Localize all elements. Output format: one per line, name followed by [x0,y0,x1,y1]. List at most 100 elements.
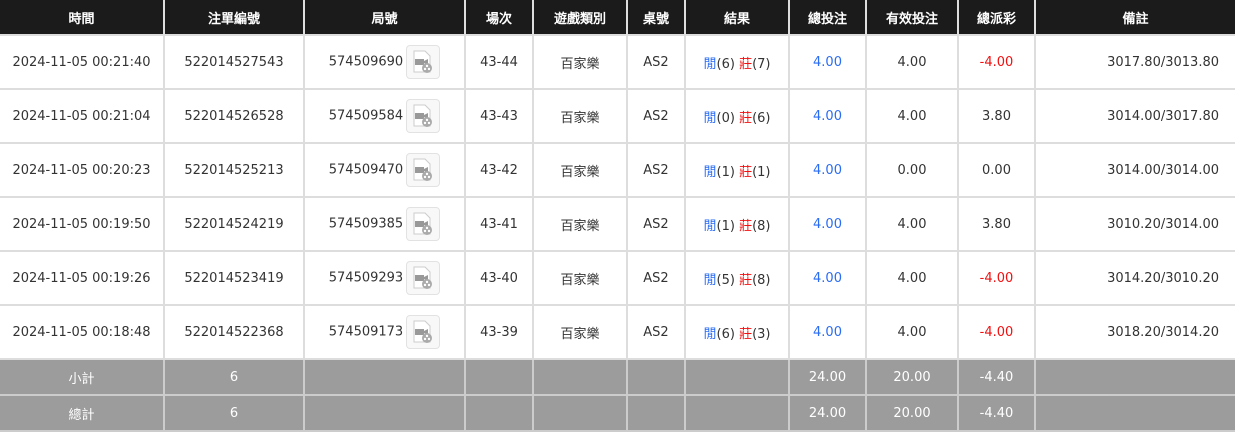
result-cell: 閒(1) 莊(1) [684,142,790,198]
result-cell: 閒(1) 莊(8) [684,196,790,252]
table-row: 2024-11-05 00:19:50 522014524219 5745093… [0,196,1235,252]
valid-bet-cell: 4.00 [865,304,959,360]
round-number: 574509385 [328,216,404,232]
round-number: 574509584 [328,108,404,124]
bet-id-cell: 522014524219 [163,196,305,252]
video-replay-icon[interactable] [406,207,441,241]
subtotal-row: 小計 6 24.00 20.00 -4.40 [0,358,1235,396]
note-cell: 3014.20/3010.20 [1034,250,1235,306]
note-cell: 3014.00/3014.00 [1034,142,1235,198]
video-replay-icon[interactable] [406,315,441,349]
player-label: 閒 [703,110,717,126]
grandtotal-label: 總計 [0,394,165,432]
grandtotal-total-bet: 24.00 [788,394,867,432]
video-replay-icon[interactable] [406,153,441,187]
round-number: 574509690 [328,54,404,70]
note-cell: 3010.20/3014.00 [1034,196,1235,252]
player-score: (1) [716,164,735,180]
player-score: (6) [716,326,735,342]
header-result: 結果 [684,0,789,35]
bet-id-cell: 522014525213 [163,142,305,198]
shoe-cell: 43-43 [464,88,534,144]
subtotal-total-bet: 24.00 [788,358,867,396]
game-cell: 百家樂 [532,196,628,252]
time-cell: 2024-11-05 00:19:26 [0,250,165,306]
banker-score: (8) [752,272,771,288]
video-replay-icon[interactable] [406,99,441,133]
player-score: (5) [716,272,735,288]
table-row: 2024-11-05 00:20:23 522014525213 5745094… [0,142,1235,198]
round-cell: 574509385 [303,196,466,252]
round-cell: 574509470 [303,142,466,198]
video-replay-icon[interactable] [406,45,441,79]
table-row: 2024-11-05 00:19:26 522014523419 5745092… [0,250,1235,306]
banker-label: 莊 [739,218,753,234]
banker-score: (7) [752,56,771,72]
banker-score: (6) [752,110,771,126]
game-cell: 百家樂 [532,142,628,198]
table-cell: AS2 [626,34,686,90]
round-number: 574509293 [328,270,404,286]
banker-label: 莊 [739,56,753,72]
table-row: 2024-11-05 00:21:04 522014526528 5745095… [0,88,1235,144]
banker-score: (8) [752,218,771,234]
player-score: (1) [716,218,735,234]
banker-score: (1) [752,164,771,180]
banker-label: 莊 [739,110,753,126]
total-bet-cell: 4.00 [788,304,867,360]
round-number: 574509470 [328,162,404,178]
table-cell: AS2 [626,142,686,198]
header-round: 局號 [303,0,465,35]
banker-score: (3) [752,326,771,342]
result-cell: 閒(5) 莊(8) [684,250,790,306]
header-game: 遊戲類別 [532,0,627,35]
time-cell: 2024-11-05 00:20:23 [0,142,165,198]
round-cell: 574509584 [303,88,466,144]
result-cell: 閒(6) 莊(3) [684,304,790,360]
bet-id-cell: 522014522368 [163,304,305,360]
game-cell: 百家樂 [532,34,628,90]
player-label: 閒 [703,56,717,72]
subtotal-valid-bet: 20.00 [865,358,959,396]
time-cell: 2024-11-05 00:19:50 [0,196,165,252]
table-cell: AS2 [626,88,686,144]
header-valid-bet: 有效投注 [865,0,958,35]
player-label: 閒 [703,218,717,234]
table-cell: AS2 [626,196,686,252]
header-total-bet: 總投注 [788,0,866,35]
header-note: 備註 [1034,0,1235,35]
bet-id-cell: 522014527543 [163,34,305,90]
note-cell: 3014.00/3017.80 [1034,88,1235,144]
result-cell: 閒(6) 莊(7) [684,34,790,90]
total-bet-cell: 4.00 [788,250,867,306]
subtotal-count: 6 [163,358,305,396]
bet-id-cell: 522014526528 [163,88,305,144]
round-cell: 574509293 [303,250,466,306]
valid-bet-cell: 4.00 [865,34,959,90]
header-payout: 總派彩 [957,0,1035,35]
shoe-cell: 43-39 [464,304,534,360]
grandtotal-count: 6 [163,394,305,432]
player-label: 閒 [703,272,717,288]
payout-cell: 3.80 [957,196,1036,252]
shoe-cell: 43-42 [464,142,534,198]
payout-cell: -4.00 [957,250,1036,306]
round-number: 574509173 [328,324,404,340]
player-score: (0) [716,110,735,126]
note-cell: 3018.20/3014.20 [1034,304,1235,360]
game-cell: 百家樂 [532,304,628,360]
video-replay-icon[interactable] [406,261,441,295]
total-bet-cell: 4.00 [788,34,867,90]
time-cell: 2024-11-05 00:21:04 [0,88,165,144]
time-cell: 2024-11-05 00:21:40 [0,34,165,90]
header-time: 時間 [0,0,164,35]
table-cell: AS2 [626,304,686,360]
header-table: 桌號 [626,0,685,35]
payout-cell: 3.80 [957,88,1036,144]
table-cell: AS2 [626,250,686,306]
round-cell: 574509690 [303,34,466,90]
table-row: 2024-11-05 00:21:40 522014527543 5745096… [0,34,1235,90]
grandtotal-payout: -4.40 [957,394,1036,432]
player-label: 閒 [703,326,717,342]
